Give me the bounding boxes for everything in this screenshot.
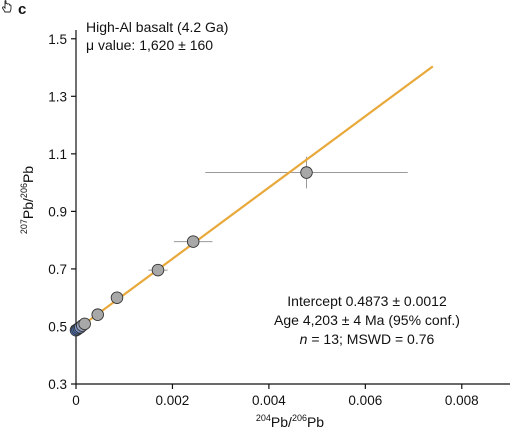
y-tick-label: 0.9 (48, 204, 67, 219)
y-tick-label: 0.5 (48, 319, 67, 334)
y-tick-label: 1.5 (48, 32, 67, 47)
data-point (186, 235, 200, 248)
x-axis-label: 204Pb/206Pb (255, 413, 325, 431)
stats-n-symbol: n (299, 331, 308, 347)
stats-n-text: = 13; MSWD = 0.76 (307, 331, 435, 347)
x-tick-label: 0.004 (252, 393, 286, 408)
y-tick-label: 1.3 (48, 89, 67, 104)
x-tick-label: 0 (72, 393, 80, 408)
x-tick-label: 0.006 (348, 393, 382, 408)
stats-mswd: n = 13; MSWD = 0.76 (260, 330, 474, 349)
stats-intercept: Intercept 0.4873 ± 0.0012 (287, 293, 447, 309)
y-tick-label: 0.7 (48, 262, 67, 277)
chart-subtitle: μ value: 1,620 ± 160 (86, 37, 214, 53)
stats-age: Age 4,203 ± 4 Ma (95% conf.) (274, 312, 460, 328)
regression-stats: Intercept 0.4873 ± 0.0012 Age 4,203 ± 4 … (260, 292, 474, 349)
legend-title-block: High-Al basalt (4.2 Ga) μ value: 1,620 ±… (86, 18, 228, 54)
y-axis-label: 207Pb/206Pb (19, 165, 36, 235)
y-tick-label: 1.1 (48, 147, 67, 162)
x-tick-label: 0.008 (445, 393, 479, 408)
panel-label: c (18, 1, 27, 18)
x-tick-label: 0.002 (156, 393, 190, 408)
data-point (151, 263, 165, 277)
data-point (300, 166, 313, 179)
data-point (110, 291, 124, 304)
regression-line (75, 65, 434, 331)
chart-title: High-Al basalt (4.2 Ga) (86, 19, 229, 35)
hand-cursor-icon (2, 0, 12, 13)
y-tick-label: 0.3 (48, 377, 67, 392)
data-point (78, 317, 91, 331)
data-point (91, 308, 104, 321)
